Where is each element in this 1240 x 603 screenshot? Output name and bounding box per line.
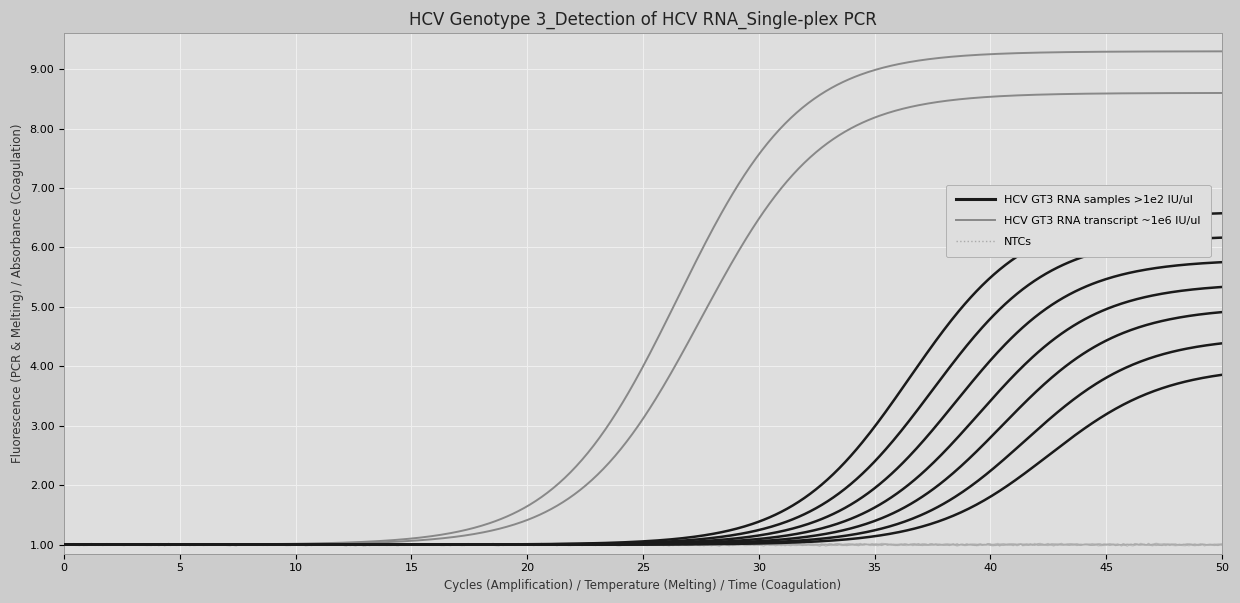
X-axis label: Cycles (Amplification) / Temperature (Melting) / Time (Coagulation): Cycles (Amplification) / Temperature (Me… — [444, 579, 842, 592]
Title: HCV Genotype 3_Detection of HCV RNA_Single-plex PCR: HCV Genotype 3_Detection of HCV RNA_Sing… — [409, 11, 877, 30]
Y-axis label: Fluorescence (PCR & Melting) / Absorbance (Coagulation): Fluorescence (PCR & Melting) / Absorbanc… — [11, 124, 24, 463]
Legend: HCV GT3 RNA samples >1e2 IU/ul, HCV GT3 RNA transcript ~1e6 IU/ul, NTCs: HCV GT3 RNA samples >1e2 IU/ul, HCV GT3 … — [946, 185, 1210, 257]
